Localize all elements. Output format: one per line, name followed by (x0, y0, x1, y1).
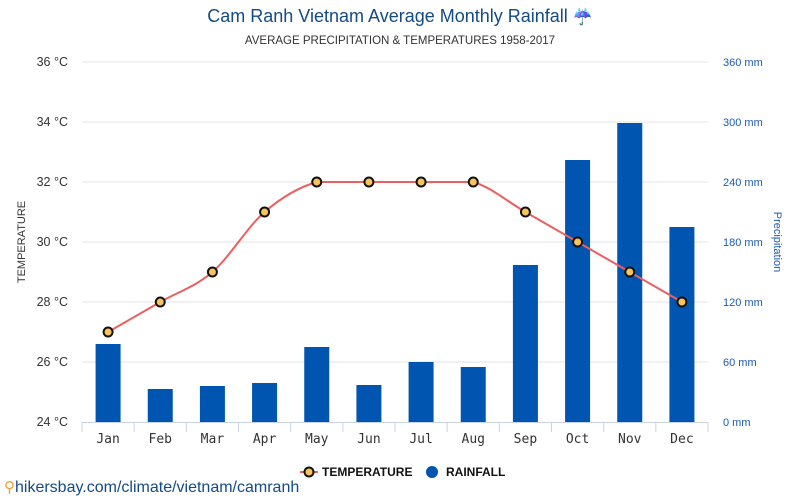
rainfall-bar[interactable] (252, 383, 278, 422)
legend: TEMPERATURE RAINFALL (300, 465, 505, 479)
rainfall-bar[interactable] (147, 389, 173, 422)
chart-subtitle: AVERAGE PRECIPITATION & TEMPERATURES 195… (244, 35, 556, 47)
rainfall-bar[interactable] (95, 344, 121, 422)
x-tick-label: Sep (514, 432, 538, 447)
y-tick-right-label: 300 mm (723, 117, 763, 129)
y-axis-left-title: TEMPERATURE (16, 201, 28, 283)
temperature-point[interactable] (311, 176, 323, 188)
x-tick-label: Jul (409, 432, 432, 447)
x-tick-label: Nov (618, 432, 642, 447)
x-tick-label: Jun (357, 432, 380, 447)
rainfall-bar[interactable] (304, 347, 330, 422)
y-tick-right-label: 360 mm (723, 57, 763, 69)
x-axis: Jan Feb Mar Apr May Jun Jul Aug Sep Oct Nov Dec (81, 422, 709, 447)
rainfall-bar[interactable] (408, 362, 434, 422)
y-axis-right: 0 mm 60 mm 120 mm 180 mm 240 mm 300 mm 360 mm (723, 57, 763, 429)
rainfall-bar[interactable] (460, 367, 486, 422)
gridlines (82, 61, 708, 363)
x-tick-label: Aug (462, 432, 485, 447)
legend-rainfall-marker-icon (426, 466, 438, 478)
legend-temperature-marker-icon (303, 466, 315, 478)
temperature-point[interactable] (102, 326, 114, 338)
y-tick-left-label: 34 °C (37, 115, 68, 129)
temperature-point[interactable] (415, 176, 427, 188)
temperature-point[interactable] (676, 296, 688, 308)
chart-title-text: Cam Ranh Vietnam Average Monthly Rainfal… (207, 6, 568, 26)
source-link[interactable]: ⚲hikersbay.com/climate/vietnam/camranh (4, 478, 299, 497)
rainfall-bar[interactable] (565, 160, 591, 422)
chart-title: Cam Ranh Vietnam Average Monthly Rainfal… (0, 6, 800, 27)
y-tick-right-label: 0 mm (723, 417, 751, 429)
temperature-point[interactable] (259, 206, 271, 218)
y-tick-left-label: 26 °C (37, 355, 68, 369)
map-pin-icon: ⚲ (4, 479, 15, 496)
y-tick-left-label: 24 °C (37, 415, 68, 429)
rainfall-bar[interactable] (512, 265, 538, 422)
x-tick-label: Feb (149, 432, 173, 447)
y-axis-right-title: Precipitation (771, 212, 783, 273)
temperature-point[interactable] (206, 266, 218, 278)
temperature-point[interactable] (154, 296, 166, 308)
x-tick-label: Mar (201, 432, 225, 447)
y-axis-left: 24 °C 26 °C 28 °C 30 °C 32 °C 34 °C 36 °C (37, 55, 68, 429)
temperature-line (102, 176, 688, 338)
y-tick-right-label: 60 mm (723, 357, 757, 369)
x-tick-label: Oct (566, 432, 589, 447)
temperature-line-path (107, 180, 683, 333)
legend-rainfall-label: RAINFALL (446, 465, 505, 479)
legend-temperature-label: TEMPERATURE (322, 465, 412, 479)
temperature-point[interactable] (624, 266, 636, 278)
source-link-text[interactable]: hikersbay.com/climate/vietnam/camranh (15, 479, 300, 496)
rainfall-bars (95, 123, 695, 422)
x-tick-label: May (305, 432, 329, 447)
y-tick-left-label: 36 °C (37, 55, 68, 69)
legend-item-temperature[interactable]: TEMPERATURE (300, 465, 412, 479)
temperature-point[interactable] (467, 176, 479, 188)
y-tick-right-label: 180 mm (723, 237, 763, 249)
y-tick-right-label: 240 mm (723, 177, 763, 189)
y-tick-left-label: 30 °C (37, 235, 68, 249)
x-tick-label: Jan (96, 432, 119, 447)
legend-item-rainfall[interactable]: RAINFALL (426, 465, 505, 479)
temperature-point[interactable] (363, 176, 375, 188)
temperature-point[interactable] (519, 206, 531, 218)
x-tick-label: Apr (253, 432, 277, 447)
rainfall-bar[interactable] (356, 385, 382, 422)
x-tick-label: Dec (670, 432, 693, 447)
y-tick-right-label: 120 mm (723, 297, 763, 309)
rainfall-bar[interactable] (669, 227, 695, 422)
y-tick-left-label: 28 °C (37, 295, 68, 309)
rainfall-bar[interactable] (199, 386, 225, 422)
y-tick-left-label: 32 °C (37, 175, 68, 189)
umbrella-rain-icon: ☔ (572, 9, 593, 26)
temperature-point[interactable] (572, 236, 584, 248)
